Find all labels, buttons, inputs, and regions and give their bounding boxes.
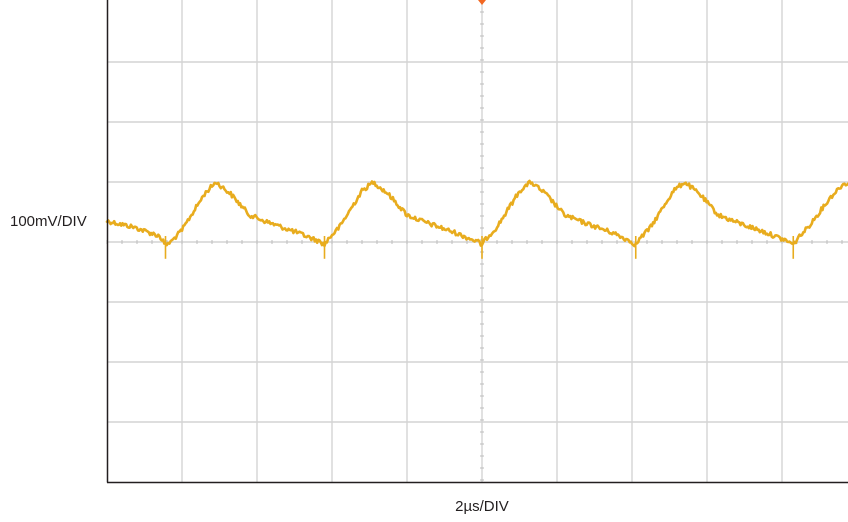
center-axis-ticks: [106, 0, 843, 481]
grid: [107, 0, 848, 482]
y-axis-label: 100mV/DIV: [10, 213, 87, 230]
switching-spikes: [164, 236, 795, 259]
x-axis-label: 2µs/DIV: [455, 498, 509, 515]
trace-line: [105, 179, 848, 248]
trigger-marker-icon: [478, 0, 486, 5]
